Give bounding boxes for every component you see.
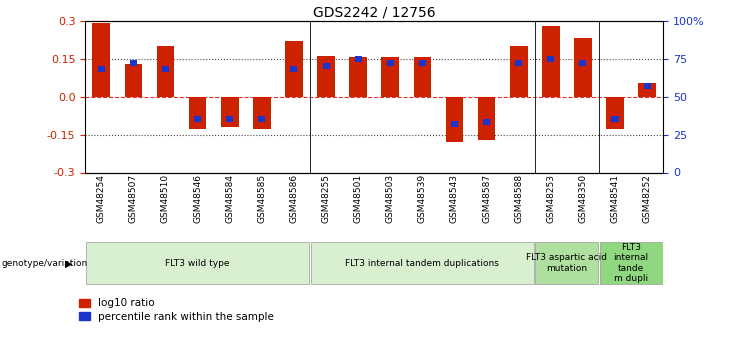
Text: GSM48501: GSM48501 bbox=[353, 174, 362, 223]
Bar bbox=[599, 242, 662, 284]
Bar bbox=[510, 46, 528, 97]
Bar bbox=[542, 26, 559, 97]
Bar bbox=[285, 41, 303, 97]
Bar bbox=[156, 46, 174, 97]
Bar bbox=[86, 242, 309, 284]
Text: GSM48587: GSM48587 bbox=[482, 174, 491, 223]
Title: GDS2242 / 12756: GDS2242 / 12756 bbox=[313, 6, 436, 20]
Text: GSM48254: GSM48254 bbox=[97, 174, 106, 223]
Text: GSM48539: GSM48539 bbox=[418, 174, 427, 223]
Bar bbox=[445, 97, 463, 142]
Bar bbox=[606, 97, 624, 129]
Bar bbox=[349, 57, 367, 97]
Text: GSM48588: GSM48588 bbox=[514, 174, 523, 223]
Bar bbox=[451, 121, 458, 127]
Bar bbox=[419, 60, 426, 66]
Text: FLT3 wild type: FLT3 wild type bbox=[165, 258, 230, 268]
Bar bbox=[638, 83, 656, 97]
Text: GSM48585: GSM48585 bbox=[257, 174, 266, 223]
Bar bbox=[253, 97, 270, 129]
Bar bbox=[124, 64, 142, 97]
Text: GSM48584: GSM48584 bbox=[225, 174, 234, 223]
Bar bbox=[579, 60, 586, 66]
Text: GSM48546: GSM48546 bbox=[193, 174, 202, 223]
Text: FLT3
internal
tande
m dupli: FLT3 internal tande m dupli bbox=[614, 243, 648, 283]
Text: GSM48507: GSM48507 bbox=[129, 174, 138, 223]
Text: GSM48541: GSM48541 bbox=[611, 174, 619, 223]
Legend: log10 ratio, percentile rank within the sample: log10 ratio, percentile rank within the … bbox=[79, 298, 274, 322]
Bar bbox=[387, 60, 393, 66]
Bar bbox=[98, 66, 104, 72]
Text: FLT3 internal tandem duplications: FLT3 internal tandem duplications bbox=[345, 258, 499, 268]
Text: genotype/variation: genotype/variation bbox=[1, 259, 87, 268]
Text: GSM48510: GSM48510 bbox=[161, 174, 170, 223]
Text: GSM48255: GSM48255 bbox=[322, 174, 330, 223]
Bar bbox=[130, 60, 137, 66]
Bar bbox=[194, 116, 201, 122]
Bar bbox=[413, 57, 431, 97]
Bar bbox=[290, 66, 297, 72]
Bar bbox=[611, 116, 619, 122]
Bar bbox=[355, 56, 362, 62]
Text: GSM48252: GSM48252 bbox=[642, 174, 651, 223]
Bar bbox=[483, 119, 490, 126]
Bar bbox=[382, 57, 399, 97]
Text: GSM48543: GSM48543 bbox=[450, 174, 459, 223]
Text: GSM48586: GSM48586 bbox=[290, 174, 299, 223]
Bar bbox=[317, 56, 335, 97]
Bar bbox=[536, 242, 598, 284]
Bar bbox=[548, 56, 554, 62]
Bar bbox=[478, 97, 496, 140]
Text: GSM48503: GSM48503 bbox=[386, 174, 395, 223]
Bar bbox=[644, 83, 651, 89]
Bar bbox=[162, 66, 169, 72]
Bar bbox=[259, 116, 265, 122]
Text: GSM48253: GSM48253 bbox=[546, 174, 555, 223]
Bar bbox=[310, 242, 534, 284]
Bar bbox=[189, 97, 207, 129]
Text: FLT3 aspartic acid
mutation: FLT3 aspartic acid mutation bbox=[526, 253, 608, 273]
Bar bbox=[322, 63, 330, 69]
Bar bbox=[574, 38, 592, 97]
Bar bbox=[93, 23, 110, 97]
Bar bbox=[226, 116, 233, 122]
Bar bbox=[221, 97, 239, 127]
Text: ▶: ▶ bbox=[65, 259, 73, 269]
Text: GSM48350: GSM48350 bbox=[579, 174, 588, 223]
Bar bbox=[515, 60, 522, 66]
